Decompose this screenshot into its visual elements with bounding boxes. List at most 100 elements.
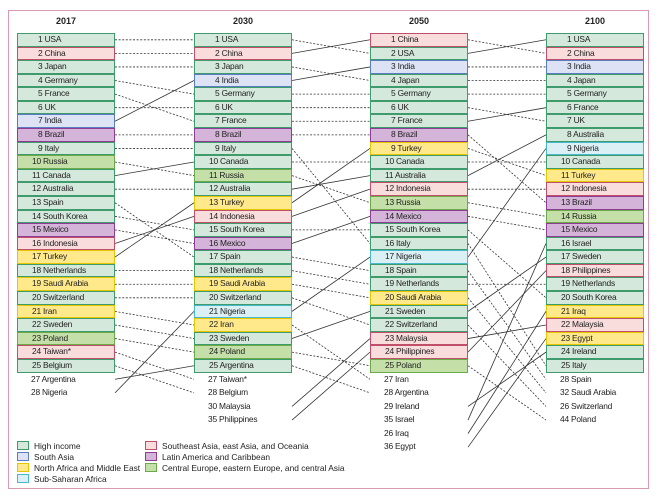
rank-line-india [114, 80, 195, 122]
rank-cell: 10 Canada [546, 155, 644, 169]
rank-cell: 24 Poland [194, 345, 292, 359]
rank-line-saudi-arabia [291, 283, 371, 299]
rank-cell: 2 USA [370, 46, 468, 61]
rank-cell: 22 Iran [194, 318, 292, 332]
unranked-entry: 35 Israel [384, 414, 415, 425]
rank-line-sweden [467, 256, 547, 312]
rank-line-sweden [114, 324, 195, 339]
rank-line-indonesia [291, 188, 371, 217]
legend-label: Sub-Saharan Africa [34, 474, 107, 484]
rank-line-russia [467, 202, 547, 217]
legend-swatch [17, 441, 29, 450]
unranked-entry: 27 Iran [384, 373, 409, 384]
legend-swatch [17, 474, 29, 483]
rank-line-philippines [467, 270, 547, 353]
legend-item: Central Europe, eastern Europe, and cent… [145, 463, 345, 473]
rank-cell: 13 Brazil [546, 195, 644, 210]
rank-line-malaysia [291, 338, 371, 407]
rank-cell: 23 Poland [17, 331, 115, 346]
rank-cell: 9 Italy [17, 141, 115, 156]
unranked-entry: 27 Argentina [31, 373, 76, 384]
legend-swatch [145, 441, 157, 450]
rank-cell: 3 Japan [194, 60, 292, 74]
unranked-entry: 28 Belgium [208, 387, 248, 398]
rank-cell: 9 Nigeria [546, 141, 644, 156]
rank-line-argentina [291, 365, 371, 394]
rank-line-italy [467, 243, 547, 366]
rank-cell: 3 India [370, 60, 468, 74]
rank-cell: 4 Germany [17, 73, 115, 88]
rank-cell: 14 Indonesia [194, 209, 292, 224]
unranked-entry: 30 Malaysia [208, 400, 251, 411]
rank-line-mexico [291, 215, 371, 244]
rank-line-iraq [467, 311, 547, 434]
rank-cell: 14 South Korea [17, 209, 115, 224]
rank-cell: 25 Belgium [17, 358, 115, 373]
column-header-2017: 2017 [55, 16, 77, 26]
rank-cell: 10 Canada [370, 155, 468, 169]
unranked-entry: 44 Poland [560, 414, 596, 425]
rank-line-australia [291, 175, 371, 190]
legend-item: North Africa and Middle East [17, 463, 140, 473]
rank-line-nigeria [291, 256, 371, 312]
rank-cell: 13 Turkey [194, 195, 292, 210]
rank-line-italy [291, 148, 371, 244]
rank-line-iran [291, 324, 371, 380]
rank-cell: 17 Turkey [17, 250, 115, 264]
rank-cell: 1 USA [17, 33, 115, 47]
rank-cell: 17 Sweden [546, 250, 644, 264]
legend-label: North Africa and Middle East [34, 463, 141, 473]
legend-swatch [17, 463, 29, 472]
rank-line-turkey [467, 148, 547, 176]
rank-cell: 19 Saudi Arabia [194, 277, 292, 292]
rank-cell: 24 Taiwan* [17, 345, 115, 359]
rank-cell: 19 Netherlands [546, 277, 644, 292]
rank-cell: 8 Brazil [194, 128, 292, 142]
rank-line-poland [291, 351, 371, 367]
unranked-entry: 28 Argentina [384, 387, 429, 398]
rank-cell: 9 Italy [194, 141, 292, 156]
rank-cell: 19 Saudi Arabia [17, 277, 115, 292]
column-header-2050: 2050 [408, 16, 430, 26]
rank-cell: 15 South Korea [370, 223, 468, 237]
rank-line-brazil [467, 134, 547, 204]
rank-line-south-korea [467, 229, 547, 299]
rank-cell: 14 Russia [546, 209, 644, 224]
rank-line-poland [114, 338, 195, 353]
rank-line-china [291, 39, 371, 54]
rank-cell: 10 Russia [17, 155, 115, 169]
rank-line-france [467, 107, 547, 122]
rank-cell: 4 India [194, 73, 292, 88]
rank-cell: 11 Australia [370, 168, 468, 183]
rank-cell: 6 UK [370, 100, 468, 115]
legend-item: Southeast Asia, east Asia, and Oceania [145, 441, 309, 451]
rank-cell: 16 Italy [370, 236, 468, 251]
rank-cell: 23 Malaysia [370, 331, 468, 346]
rank-line-uk [467, 107, 547, 122]
legend-label: Latin America and Caribbean [162, 452, 271, 462]
rank-cell: 22 Malaysia [546, 318, 644, 332]
unranked-entry: 27 Taiwan* [208, 373, 247, 384]
rank-cell: 4 Japan [370, 73, 468, 88]
legend-label: High income [34, 441, 81, 451]
rank-cell: 16 Mexico [194, 236, 292, 251]
unranked-entry: 28 Nigeria [31, 387, 68, 398]
rank-cell: 17 Spain [194, 250, 292, 264]
rank-line-mexico [467, 215, 547, 231]
rank-line-argentina [114, 365, 195, 380]
rank-line-mexico [114, 229, 195, 244]
rank-line-spain [291, 256, 371, 272]
rank-cell: 21 Iran [17, 304, 115, 319]
rank-cell: 2 China [546, 46, 644, 61]
rank-line-usa [467, 39, 547, 54]
legend-item: Latin America and Caribbean [145, 452, 270, 462]
rank-cell: 25 Italy [546, 358, 644, 373]
rank-line-france [114, 93, 195, 122]
legend-label: South Asia [34, 452, 75, 462]
rank-cell: 21 Sweden [370, 304, 468, 319]
rank-cell: 18 Spain [370, 263, 468, 278]
rank-line-belgium [114, 365, 195, 394]
unranked-entry: 32 Saudi Arabia [560, 387, 617, 398]
rank-cell: 23 Sweden [194, 331, 292, 346]
rank-cell: 5 Germany [546, 87, 644, 101]
